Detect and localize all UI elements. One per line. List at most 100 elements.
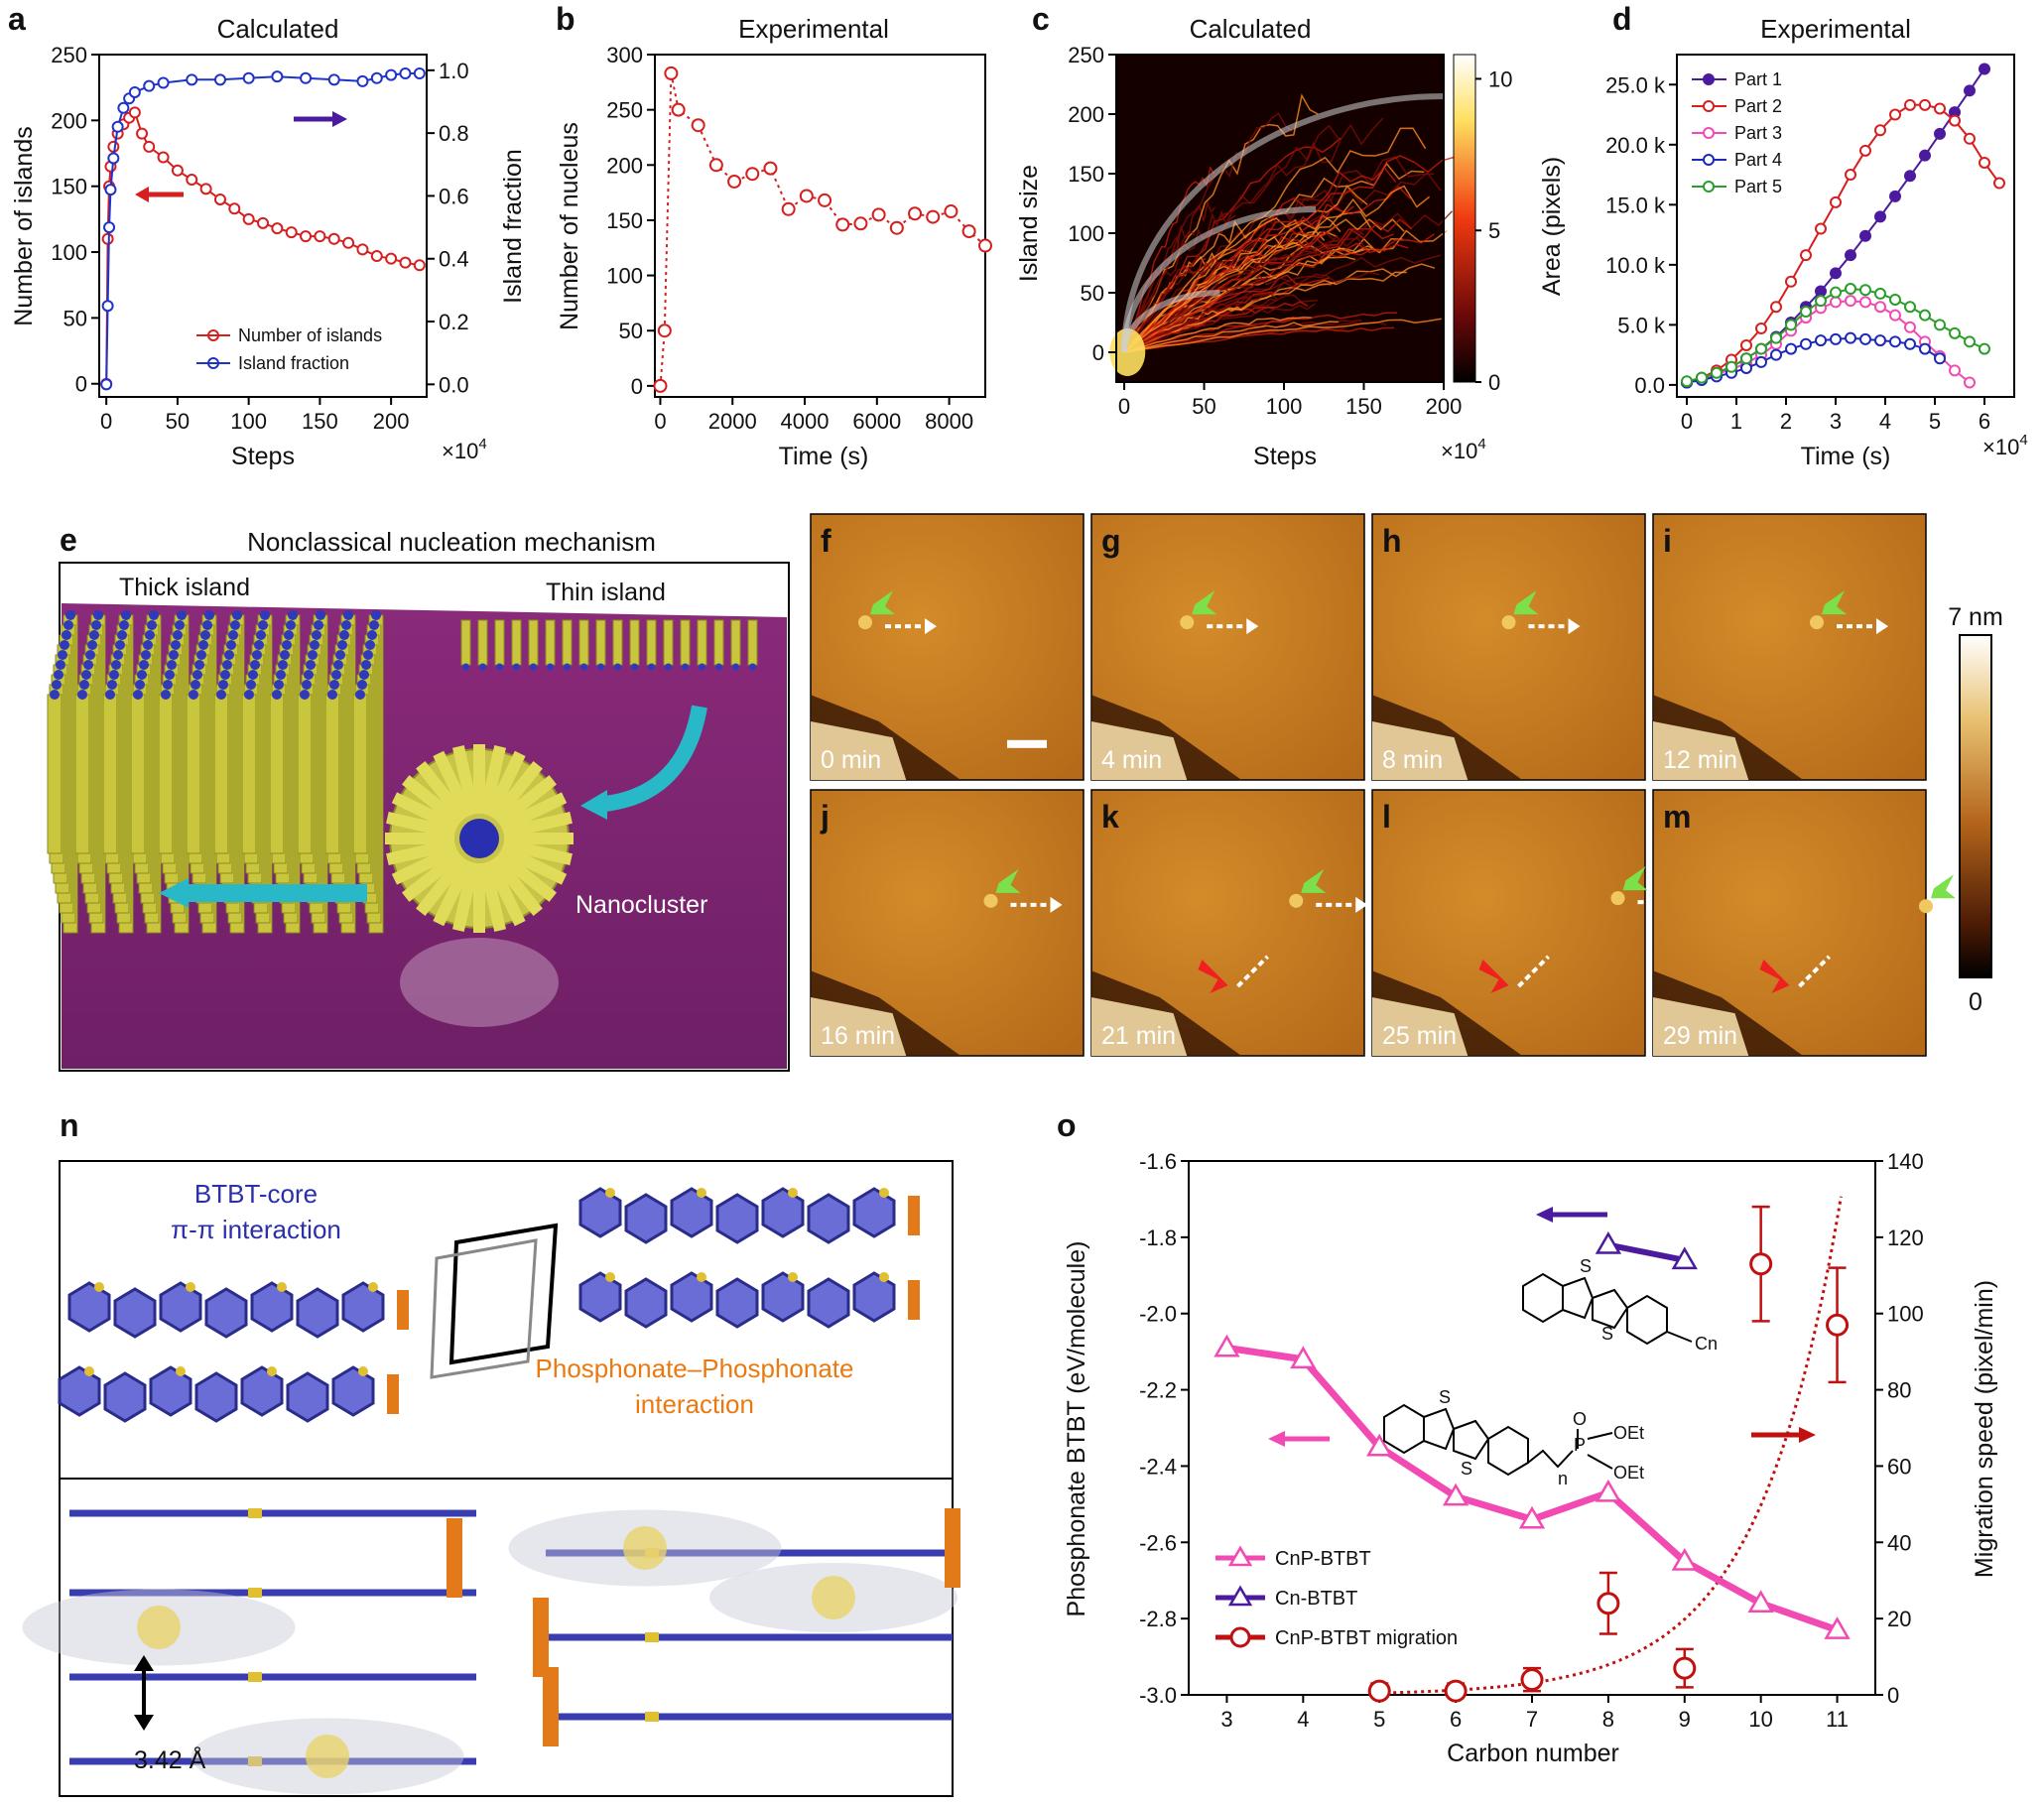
panel-n: n BTBT-core π-π interaction Phosphonate–…: [22, 1107, 960, 1797]
panel-d-part-4-point-16: [1919, 342, 1931, 355]
panel-b-nucleus-point-6: [727, 174, 742, 189]
panel-d-legend-marker-2: [1703, 127, 1715, 139]
panel-o-cn-point-1: [1671, 1246, 1698, 1270]
afm-image-grid: f 0 min g 4 min h 8 min i 12 min j 16 min k 21 min l…: [810, 513, 1997, 1057]
panel-d-part-5-point-0: [1681, 375, 1693, 388]
panel-b-xlabel: Time (s): [779, 443, 869, 470]
btbt-ring: [331, 1365, 375, 1417]
panel-a-x-ticks: 0 50 100 150 200: [100, 397, 409, 434]
afm-time-k: 21 min: [1101, 1022, 1176, 1050]
thick-island-headgroup: [316, 610, 325, 620]
afm-white-arrowhead-h: [1568, 618, 1581, 635]
btbt-ring: [852, 1187, 896, 1238]
thick-island-headgroup: [258, 620, 268, 630]
thin-island-molecule: [562, 619, 573, 666]
panel-e-label: e: [60, 522, 77, 558]
thick-island-headgroup: [173, 630, 183, 640]
panel-c-streak-63: [1123, 117, 1384, 353]
panel-d-y-ticks: 0.0 5.0 k 10.0 k 15.0 k 20.0 k 25.0 k: [1605, 72, 1677, 398]
panel-c-label: c: [1032, 1, 1050, 37]
panel-c-y-label-4: 200: [1068, 102, 1104, 127]
panel-d-part-2-point-6: [1770, 301, 1782, 314]
thick-island-headgroup: [137, 670, 147, 680]
sulfur-atom: [176, 1366, 186, 1376]
panel-b-x-label-0: 0: [654, 409, 666, 434]
panel-b-nucleus-point-12: [835, 217, 850, 232]
panel-o-y2-label-6: 120: [1887, 1226, 1924, 1250]
panel-d-label: d: [1612, 1, 1632, 37]
panel-o-x-label-5: 8: [1602, 1707, 1614, 1732]
thin-island-headgroup: [597, 663, 604, 671]
panel-d-x-label-1: 1: [1730, 409, 1742, 434]
thick-island-headgroup: [357, 680, 367, 690]
thin-island-molecule: [578, 619, 589, 666]
panel-a-islands-point-4: [107, 140, 120, 153]
panel-o-cn-point-0: [1595, 1231, 1622, 1254]
thick-island-headgroup: [177, 610, 187, 620]
panel-o-xlabel: Carbon number: [1447, 1740, 1619, 1767]
sulfur-atom: [788, 1188, 798, 1198]
panel-a-islands-point-20: [285, 226, 298, 239]
afm-colorbar-bottom: 0: [1969, 988, 1982, 1016]
panel-o-y-label-2: -2.6: [1139, 1530, 1177, 1555]
sulfur-marker: [645, 1712, 659, 1722]
panel-a-islands-point-1: [101, 232, 114, 245]
panel-d-part-5-point-19: [1964, 335, 1976, 348]
panel-d-part-3-point-14: [1889, 309, 1901, 322]
panel-o-y2label: Migration speed (pixel/min): [1971, 1280, 1998, 1578]
panel-d-part-1-point-15: [1904, 170, 1916, 183]
panel-c-streak-59: [1123, 186, 1412, 353]
btbt-ring: [240, 1365, 284, 1417]
panel-b-nucleus-point-8: [763, 161, 778, 176]
panel-d-legend-marker-4: [1703, 181, 1715, 193]
afm-nucleus-j: [983, 893, 998, 908]
panel-o-frame: [1188, 1160, 1876, 1696]
panel-a-fraction-point-4: [107, 152, 120, 165]
panel-d-part-5-point-12: [1859, 284, 1871, 297]
panel-d-part-2-point-8: [1800, 249, 1812, 262]
thick-island-headgroup: [278, 660, 288, 670]
panel-c-frame: [1115, 54, 1445, 383]
panel-d-part-1-point-16: [1919, 149, 1931, 162]
nanocluster-molecule: [502, 838, 573, 865]
nanocluster-molecule: [484, 857, 526, 927]
thin-island-headgroup: [479, 663, 486, 671]
afm-red-arrow-k: [1198, 959, 1228, 993]
thick-island-headgroup: [89, 630, 99, 640]
sulfur-marker: [645, 1632, 659, 1642]
afm-terrace-l: [1372, 997, 1469, 1056]
panel-c-cb-label-2: 10: [1488, 66, 1512, 91]
afm-panel-i: i 12 min: [1652, 513, 1927, 781]
panel-a-fraction-point-12: [213, 73, 226, 86]
panel-a-islands-point-14: [199, 183, 212, 195]
panel-d-part-2-point-21: [1993, 177, 2005, 190]
thick-island-molecule: [213, 694, 229, 854]
panel-d-legend-marker-3: [1703, 154, 1715, 166]
btbt-ring: [761, 1187, 805, 1238]
thick-island-headgroup: [113, 650, 123, 660]
arrow-from-thin-island: [603, 705, 707, 812]
btbt-ring: [852, 1271, 896, 1323]
panel-c-heatmap: [1109, 55, 1457, 382]
panel-a-x-label-3: 150: [302, 409, 338, 434]
panel-a-fraction-point-8: [128, 85, 141, 98]
panel-o-mig-point-0: [1367, 1679, 1391, 1703]
stacking-arrow-top: [134, 1655, 154, 1671]
thick-island-headgroup: [365, 640, 375, 650]
panel-d-x-ticks: 0 1 2 3 4 5 6: [1681, 397, 1990, 434]
thick-island-molecule: [186, 694, 201, 854]
panel-d-part-1-point-17: [1934, 127, 1946, 140]
nanocluster-molecule: [386, 812, 456, 839]
panel-a-fraction-point-15: [300, 71, 313, 84]
panel-d-part-4-point-11: [1845, 331, 1856, 344]
cnp-btbt-s2: S: [1461, 1459, 1472, 1479]
panel-a-fraction-point-17: [356, 74, 369, 87]
panel-o-cnp-point-5: [1595, 1479, 1622, 1502]
thick-island-headgroup: [165, 670, 175, 680]
thin-island-headgroup: [631, 663, 638, 671]
panel-e-title: Nonclassical nucleation mechanism: [247, 527, 656, 557]
panel-d-part-1-point-9: [1815, 285, 1827, 298]
panel-o-mig-point-1: [1444, 1679, 1468, 1703]
panel-a-fraction-point-10: [157, 76, 170, 89]
panel-b-x-label-2: 4000: [781, 409, 830, 434]
